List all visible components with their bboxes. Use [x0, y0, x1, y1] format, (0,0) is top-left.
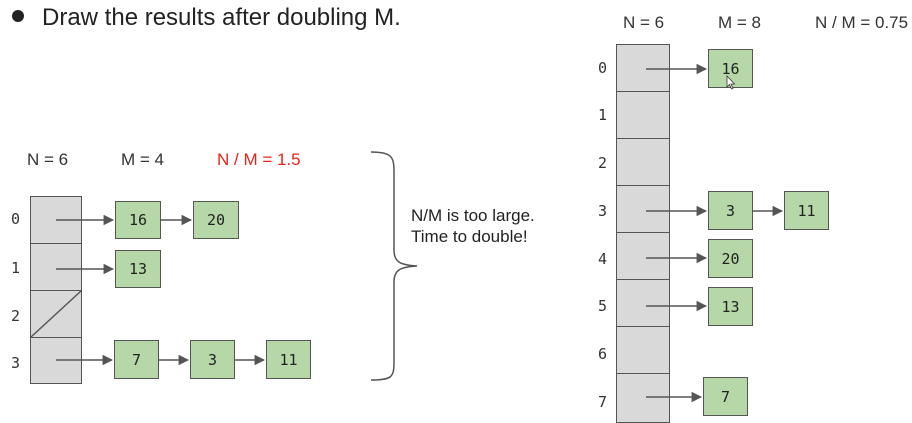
right-node-3: 3 [708, 191, 753, 230]
left-index-1: 1 [11, 259, 21, 277]
left-index-0: 0 [11, 210, 21, 228]
right-bucket-0 [616, 44, 670, 93]
bullet-text: Draw the results after doubling M. [42, 4, 401, 31]
right-bucket-2 [616, 138, 670, 187]
right-index-3: 3 [598, 202, 608, 220]
resize-note: N/M is too large. Time to double! [411, 205, 535, 247]
right-node-11: 11 [784, 191, 829, 230]
right-index-2: 2 [598, 154, 608, 172]
right-n-label: N = 6 [623, 13, 665, 32]
left-node-7: 7 [114, 340, 159, 379]
left-node-20: 20 [193, 201, 239, 239]
right-bucket-3 [616, 185, 670, 234]
right-node-16: 16 [708, 49, 753, 88]
right-bucket-1 [616, 91, 670, 140]
left-index-2: 2 [11, 307, 21, 325]
left-node-3: 3 [190, 340, 235, 379]
right-index-7: 7 [598, 393, 608, 411]
left-ratio-label: N / M = 1.5 [217, 150, 301, 169]
right-m-label: M = 8 [718, 13, 761, 32]
left-m-label: M = 4 [121, 150, 164, 169]
right-index-6: 6 [598, 345, 608, 363]
right-node-20: 20 [708, 239, 753, 278]
right-ratio-label: N / M = 0.75 [815, 13, 909, 32]
right-bucket-5 [616, 279, 670, 328]
left-index-3: 3 [11, 354, 21, 372]
right-bucket-7 [616, 373, 670, 423]
resize-note-line-2: Time to double! [411, 227, 528, 246]
right-brace [370, 151, 418, 381]
right-index-4: 4 [598, 250, 608, 268]
left-bucket-2 [30, 290, 82, 339]
right-node-13: 13 [708, 287, 753, 326]
right-bucket-4 [616, 232, 670, 281]
left-node-11: 11 [266, 340, 311, 379]
left-bucket-1 [30, 243, 82, 292]
right-bucket-6 [616, 326, 670, 375]
right-node-7: 7 [703, 377, 748, 416]
left-node-16: 16 [115, 201, 161, 239]
left-bucket-0 [30, 196, 82, 245]
right-index-5: 5 [598, 297, 608, 315]
right-index-0: 0 [598, 59, 608, 77]
left-bucket-3 [30, 337, 82, 384]
right-index-1: 1 [598, 106, 608, 124]
bullet-icon [12, 9, 24, 22]
left-node-13: 13 [115, 250, 161, 288]
left-n-label: N = 6 [27, 150, 69, 169]
bullet-point: Draw the results after doubling M. [12, 4, 401, 32]
resize-note-line-1: N/M is too large. [411, 206, 535, 225]
